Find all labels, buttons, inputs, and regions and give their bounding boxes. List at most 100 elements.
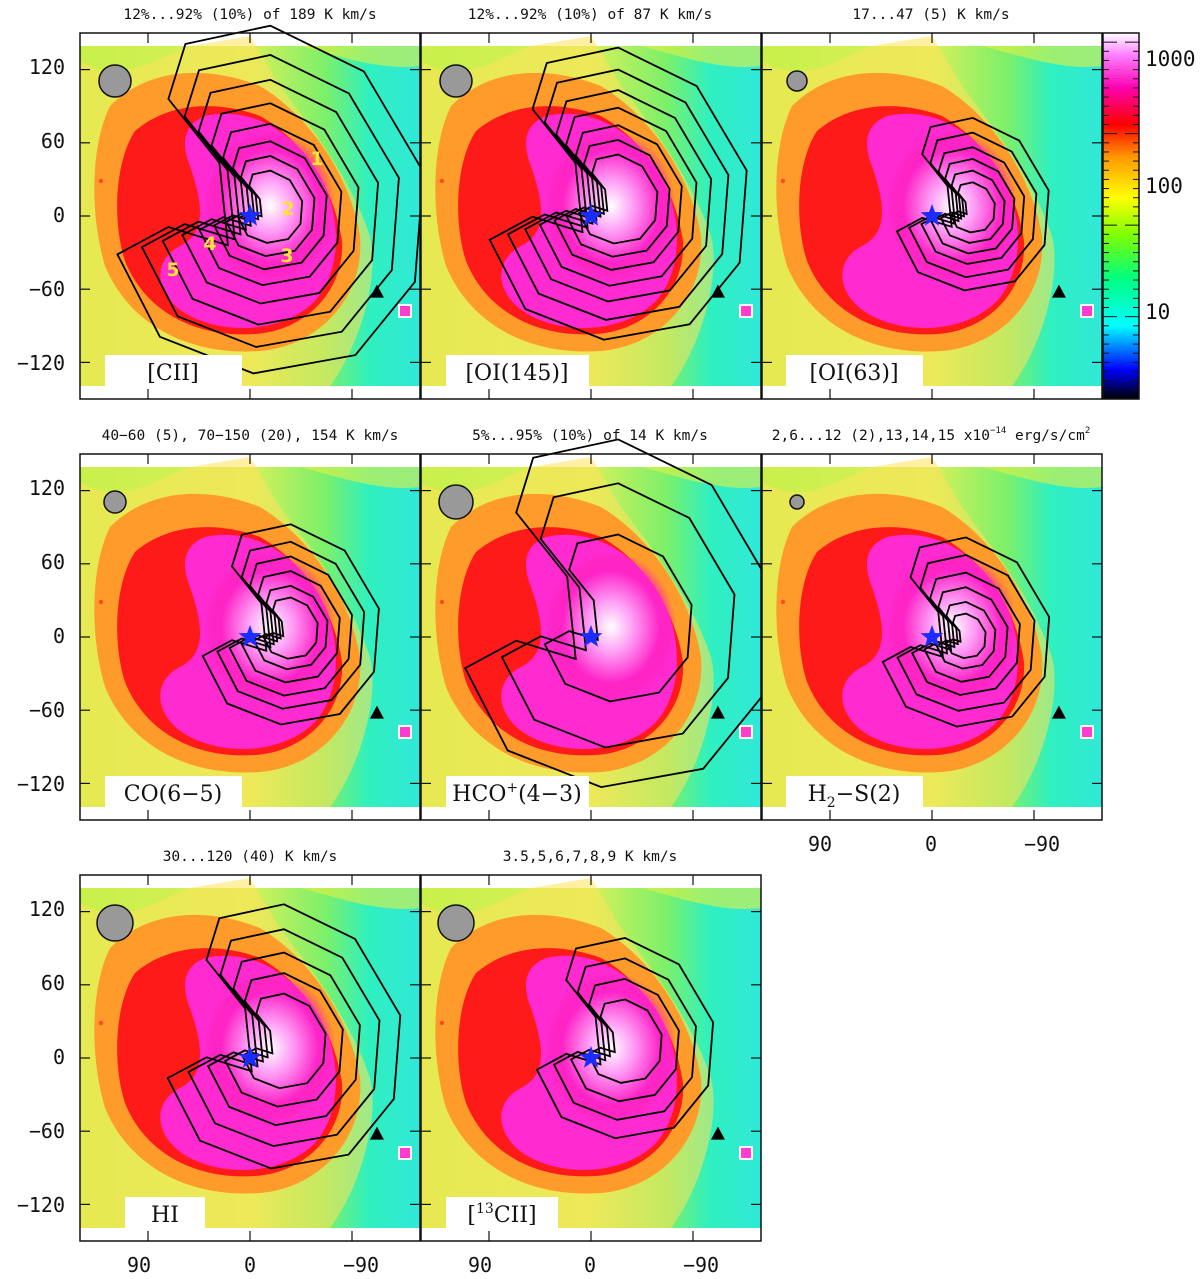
svg-text:[13CII]: [13CII] (467, 1201, 536, 1228)
contour-line (587, 998, 663, 1084)
panel-label-cii: [CII] (105, 355, 242, 388)
contour-group (535, 937, 715, 1140)
panel-hi (79, 874, 421, 1242)
panel-title: 12%...92% (10%) of 189 K km/s (123, 7, 376, 23)
contour-line (553, 124, 683, 271)
beam-size-circle (98, 64, 132, 98)
x-tick-label: −90 (683, 1253, 719, 1277)
x-tick-label: 90 (127, 1253, 151, 1277)
triangle-marker (1051, 705, 1066, 719)
annotation-1: 1 (310, 148, 323, 170)
annotation-2: 2 (281, 198, 294, 220)
colorbar-tick-label: 100 (1145, 174, 1183, 198)
contour-line (212, 140, 328, 271)
y-tick-label: 120 (29, 476, 65, 500)
contour-group (463, 438, 773, 789)
y-tick-label: −120 (17, 1193, 65, 1217)
star-marker (238, 1046, 262, 1068)
svg-text:[CII]: [CII] (147, 361, 198, 386)
y-tick-label: 120 (29, 55, 65, 79)
contour-line (223, 972, 344, 1108)
star-marker (238, 204, 262, 226)
panel-oi145 (420, 32, 762, 400)
panel-hco (420, 438, 773, 821)
contour-line (543, 533, 693, 703)
axis-ticks (421, 454, 761, 820)
contour-line (907, 131, 1038, 279)
y-tick-label: −120 (17, 772, 65, 796)
y-tick-label: −60 (29, 1119, 65, 1143)
contour-line (895, 116, 1050, 292)
contour-line (935, 600, 997, 670)
contour-line (506, 68, 730, 321)
contour-line (896, 554, 1036, 712)
svg-text:[OI(63)]: [OI(63)] (809, 361, 898, 386)
contour-line (565, 138, 671, 258)
annotation-5: 5 (166, 259, 179, 281)
y-tick-label: −120 (17, 351, 65, 375)
triangle-marker (710, 284, 725, 298)
triangle-marker (710, 705, 725, 719)
annotation-4: 4 (203, 233, 216, 255)
axis-ticks (80, 454, 420, 820)
contour-line (225, 155, 316, 258)
panel-title: 5%...95% (10%) of 14 K km/s (472, 428, 708, 444)
contour-line (538, 106, 698, 287)
panel-oi63 (761, 32, 1103, 400)
panel-label-hi: HI (125, 1197, 205, 1230)
y-axis-labels-row-1: 120 60 0 −60 −120 (17, 55, 65, 375)
panel-co65 (79, 453, 421, 821)
y-tick-label: −60 (29, 698, 65, 722)
contour-line (552, 957, 697, 1121)
contour-line (929, 157, 1016, 255)
contour-line (577, 153, 659, 245)
colorbar: 1000 100 10 (1102, 32, 1196, 400)
triangle-marker (710, 1126, 725, 1140)
svg-text:[OI(145)]: [OI(145)] (465, 361, 568, 386)
triangle-marker (369, 284, 384, 298)
star-marker (920, 625, 944, 647)
y-tick-label: 60 (41, 550, 65, 574)
axis-ticks (421, 875, 761, 1241)
x-tick-label: −90 (343, 1253, 379, 1277)
triangle-marker (1051, 284, 1066, 298)
colorbar-tick-label: 10 (1145, 300, 1170, 324)
x-axis-labels-panel-7: 90 0 −90 (127, 1253, 379, 1277)
star-marker (579, 1046, 603, 1068)
x-tick-label: 0 (925, 832, 937, 856)
axis-ticks (421, 33, 761, 399)
contour-line (181, 102, 360, 305)
beam-size-circle (789, 494, 805, 510)
axis-ticks (762, 33, 1102, 399)
svg-text:H2−S(2): H2−S(2) (808, 782, 901, 811)
y-axis-labels-row-3: 120 60 0 −60 −120 (17, 897, 65, 1217)
contour-line (923, 586, 1009, 683)
contour-line (187, 928, 381, 1148)
contour-line (920, 146, 1026, 265)
contour-line (910, 571, 1021, 696)
panel-title: 30...120 (40) K km/s (163, 849, 338, 865)
panel-13cii (420, 874, 762, 1242)
y-tick-label: −60 (29, 277, 65, 301)
axis-ticks (762, 454, 1102, 820)
x-tick-label: 90 (808, 832, 832, 856)
svg-text:CO(6−5): CO(6−5) (124, 782, 222, 807)
contour-line (252, 584, 329, 671)
triangle-marker (369, 705, 384, 719)
y-tick-label: 60 (41, 129, 65, 153)
contour-line (228, 555, 353, 697)
axis-ticks (80, 875, 420, 1241)
star-marker (579, 625, 603, 647)
panel-cii (79, 24, 425, 400)
contour-line (216, 540, 366, 710)
panel-title: 3.5,5,6,7,8,9 K km/s (503, 849, 678, 865)
axis-ticks (80, 33, 420, 399)
beam-size-circle (786, 70, 808, 92)
contour-line (240, 570, 341, 684)
contour-line (939, 169, 1006, 244)
contour-line (488, 46, 748, 341)
x-axis-labels-panel-6: 90 0 −90 (808, 832, 1060, 856)
star-marker (238, 625, 262, 647)
y-tick-label: 0 (53, 1045, 65, 1069)
beam-size-circle (439, 64, 473, 98)
